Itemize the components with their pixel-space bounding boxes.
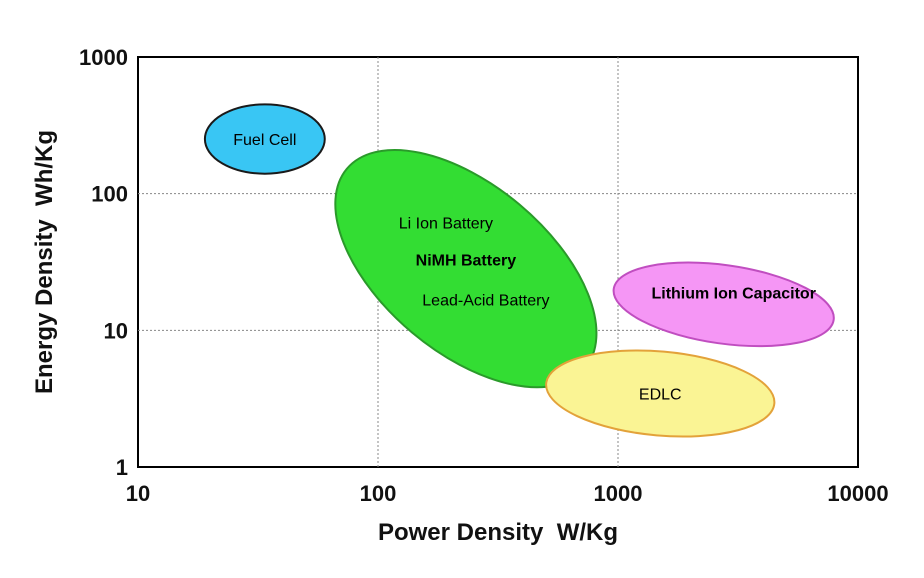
regions bbox=[203, 103, 835, 438]
x-axis-title: Power Density W/Kg bbox=[378, 519, 618, 546]
region-label: Lithium Ion Capacitor bbox=[651, 285, 815, 302]
region-label: NiMH Battery bbox=[416, 253, 517, 270]
y-tick-label: 1000 bbox=[79, 45, 128, 70]
region-lithium-ion-capacitor bbox=[612, 261, 835, 348]
region-label: Fuel Cell bbox=[233, 132, 296, 149]
x-tick-label: 1000 bbox=[594, 481, 643, 506]
y-tick-label: 100 bbox=[91, 182, 128, 207]
y-tick-label: 1 bbox=[116, 455, 128, 480]
y-axis-title: Energy Density Wh/Kg bbox=[31, 130, 58, 394]
region-edlc bbox=[545, 349, 776, 438]
region-labels: Fuel Cell Li Ion Battery Lithium Ion Capac… bbox=[233, 132, 816, 403]
region-fuel-cell bbox=[203, 103, 326, 175]
region-label: Lead-Acid Battery bbox=[422, 293, 549, 310]
region-label: Li Ion Battery bbox=[399, 216, 493, 233]
region-label: EDLC bbox=[639, 387, 682, 404]
x-tick-label: 10000 bbox=[827, 481, 888, 506]
y-tick-label: 10 bbox=[104, 318, 128, 343]
x-tick-label: 10 bbox=[126, 481, 150, 506]
x-tick-label: 100 bbox=[360, 481, 397, 506]
